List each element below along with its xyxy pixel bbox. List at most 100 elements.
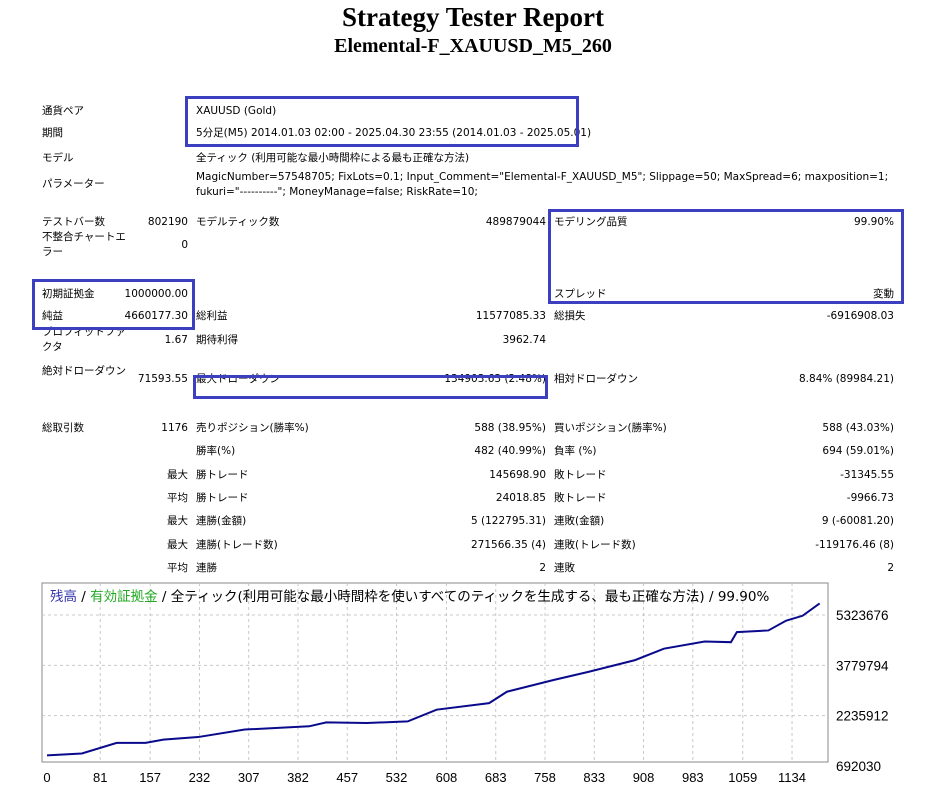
y-tick-label: 692030	[836, 759, 881, 774]
metric-value-2: -119176.46 (8)	[815, 539, 894, 551]
y-tick-label: 3779794	[836, 658, 889, 673]
metric-value: 5 (122795.31)	[471, 515, 546, 527]
metric-label-2: 連敗(金額)	[554, 515, 605, 527]
x-tick-label: 833	[583, 770, 605, 785]
metric-label: 勝率(%)	[196, 445, 236, 457]
metric-value: 482 (40.99%)	[474, 445, 546, 457]
metric-label: 勝トレード	[196, 469, 249, 481]
metric-label: 期待利得	[196, 334, 238, 346]
y-tick-label: 2235912	[836, 709, 889, 724]
row-label: 不整合チャートエラー	[42, 231, 126, 258]
row-label: 純益	[42, 310, 63, 322]
x-tick-label: 1134	[778, 770, 806, 785]
row-label: 通貨ペア	[42, 105, 84, 117]
metric-value-2: 2	[887, 562, 894, 574]
x-tick-label: 307	[238, 770, 260, 785]
x-tick-label: 1059	[728, 770, 757, 785]
metric-label: 総利益	[196, 310, 228, 322]
metric-label: 5分足(M5) 2014.01.03 02:00 - 2025.04.30 23…	[196, 127, 592, 139]
row-label: 初期証拠金	[42, 288, 95, 300]
highlight-box-deposit-profit	[32, 279, 195, 330]
metric-label: XAUUSD (Gold)	[196, 105, 277, 117]
x-tick-label: 157	[139, 770, 161, 785]
row-value: 最大	[167, 539, 188, 551]
x-tick-label: 382	[287, 770, 309, 785]
chart-model-text: / 全ティック(利用可能な最小時間枠を使いすべてのティックを生成する、最も正確な…	[157, 589, 770, 605]
metric-label-2: 敗トレード	[554, 469, 607, 481]
highlight-box-modeling-quality	[548, 209, 904, 304]
metric-value-2: -6916908.03	[826, 310, 894, 322]
metric-label: モデルティック数	[196, 216, 280, 228]
metric-label-2: 買いポジション(勝率%)	[554, 422, 667, 434]
report-subtitle: Elemental-F_XAUUSD_M5_260	[334, 35, 612, 57]
metric-label-2: 連敗	[554, 562, 575, 574]
metric-value-2: 9 (-60081.20)	[821, 515, 894, 527]
metric-value: 271566.35 (4)	[471, 539, 546, 551]
metric-label-2: 敗トレード	[554, 492, 607, 504]
row-label: 絶対ドローダウン	[42, 365, 126, 377]
row-value: 最大	[167, 469, 188, 481]
metric-value: 145698.90	[489, 469, 546, 481]
row-label: 期間	[42, 127, 63, 139]
row-value: 1000000.00	[124, 288, 188, 300]
metric-value-2: -9966.73	[846, 492, 894, 504]
row-value: 平均	[167, 562, 188, 574]
metric-label: 連勝	[196, 562, 217, 574]
metric-value: 588 (38.95%)	[474, 422, 546, 434]
metric-label: 連勝(トレード数)	[196, 539, 278, 551]
metric-value-2: -31345.55	[840, 469, 894, 481]
x-tick-label: 532	[386, 770, 408, 785]
x-tick-label: 81	[93, 770, 107, 785]
metric-label: 勝トレード	[196, 492, 249, 504]
metric-label: 全ティック (利用可能な最小時間枠による最も正確な方法)	[196, 152, 470, 164]
legend-separator: /	[77, 589, 91, 605]
metric-label-2: 総損失	[554, 310, 586, 322]
row-value: 1.67	[164, 334, 188, 346]
row-label: パラメーター	[42, 178, 105, 190]
metric-label: 売りポジション(勝率%)	[196, 422, 309, 434]
row-label: モデル	[42, 152, 74, 164]
metric-value-2: 変動	[873, 288, 894, 300]
metric-value: 489879044	[485, 216, 546, 228]
balance-line	[46, 602, 821, 757]
metric-value: 3962.74	[502, 334, 546, 346]
x-tick-label: 232	[189, 770, 211, 785]
metric-value-2: 694 (59.01%)	[822, 445, 894, 457]
row-label: テストバー数	[42, 216, 105, 228]
x-tick-label: 983	[682, 770, 704, 785]
y-tick-label: 5323676	[836, 608, 889, 623]
x-tick-label: 908	[633, 770, 655, 785]
x-tick-label: 608	[436, 770, 458, 785]
x-tick-label: 758	[534, 770, 556, 785]
metric-value: 2	[539, 562, 546, 574]
metric-value: 11577085.33	[475, 310, 546, 322]
highlight-box-symbol-period	[185, 96, 579, 147]
row-value: 802190	[147, 216, 188, 228]
metric-label-2: 負率 (%)	[554, 445, 597, 457]
chart-plot-area	[41, 582, 829, 763]
legend-balance: 残高	[50, 589, 77, 605]
metric-value-2: 8.84% (89984.21)	[799, 373, 894, 385]
x-tick-label: 0	[43, 770, 50, 785]
metric-label: 連勝(金額)	[196, 515, 247, 527]
report-title: Strategy Tester Report	[342, 2, 604, 32]
row-value: 1176	[161, 422, 188, 434]
metric-label-2: 連敗(トレード数)	[554, 539, 636, 551]
row-value: 4660177.30	[124, 310, 188, 322]
metric-value: 24018.85	[495, 492, 546, 504]
row-label: 総取引数	[42, 422, 84, 434]
metric-value-2: 99.90%	[853, 216, 894, 228]
metric-value-2: 588 (43.03%)	[822, 422, 894, 434]
row-value: 最大	[167, 515, 188, 527]
metric-label: MagicNumber=57548705; FixLots=0.1; Input…	[196, 171, 889, 198]
metric-label-2: モデリング品質	[554, 216, 628, 228]
row-value: 平均	[167, 492, 188, 504]
chart-title: 残高 / 有効証拠金 / 全ティック(利用可能な最小時間枠を使いすべてのティック…	[50, 588, 769, 606]
legend-equity: 有効証拠金	[90, 589, 158, 605]
row-value: 0	[181, 239, 188, 251]
x-tick-label: 683	[485, 770, 507, 785]
metric-label-2: スプレッド	[554, 288, 607, 300]
row-value: 71593.55	[137, 373, 188, 385]
x-tick-label: 457	[336, 770, 358, 785]
